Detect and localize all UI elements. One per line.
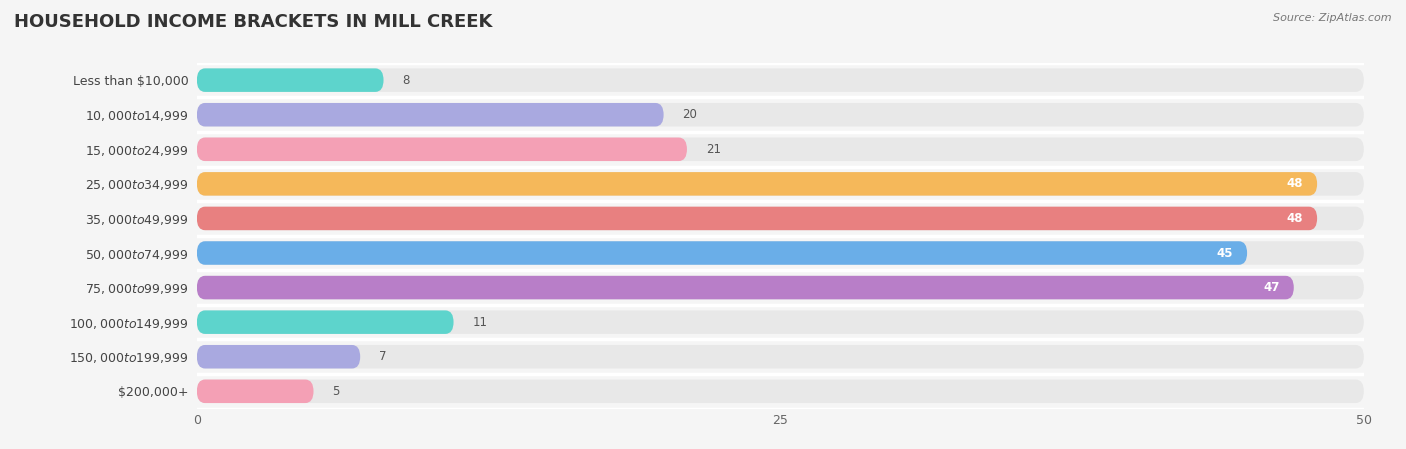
Text: 20: 20 [682, 108, 697, 121]
FancyBboxPatch shape [197, 310, 1364, 334]
FancyBboxPatch shape [197, 241, 1247, 265]
FancyBboxPatch shape [197, 276, 1294, 299]
Text: 5: 5 [332, 385, 340, 398]
FancyBboxPatch shape [197, 276, 1364, 299]
FancyBboxPatch shape [197, 68, 384, 92]
FancyBboxPatch shape [197, 103, 1364, 127]
FancyBboxPatch shape [197, 310, 454, 334]
Text: 48: 48 [1286, 212, 1303, 225]
FancyBboxPatch shape [197, 379, 314, 403]
FancyBboxPatch shape [197, 379, 1364, 403]
Text: 11: 11 [472, 316, 488, 329]
Text: 48: 48 [1286, 177, 1303, 190]
FancyBboxPatch shape [197, 172, 1364, 196]
FancyBboxPatch shape [197, 345, 1364, 369]
Text: Source: ZipAtlas.com: Source: ZipAtlas.com [1274, 13, 1392, 23]
Text: 7: 7 [378, 350, 387, 363]
FancyBboxPatch shape [197, 137, 1364, 161]
FancyBboxPatch shape [197, 68, 1364, 92]
Text: 21: 21 [706, 143, 721, 156]
FancyBboxPatch shape [197, 241, 1364, 265]
FancyBboxPatch shape [197, 207, 1317, 230]
Text: HOUSEHOLD INCOME BRACKETS IN MILL CREEK: HOUSEHOLD INCOME BRACKETS IN MILL CREEK [14, 13, 492, 31]
Text: 45: 45 [1216, 247, 1233, 260]
FancyBboxPatch shape [197, 103, 664, 127]
FancyBboxPatch shape [197, 137, 688, 161]
FancyBboxPatch shape [197, 207, 1364, 230]
FancyBboxPatch shape [197, 345, 360, 369]
FancyBboxPatch shape [197, 172, 1317, 196]
Text: 8: 8 [402, 74, 409, 87]
Text: 47: 47 [1264, 281, 1279, 294]
